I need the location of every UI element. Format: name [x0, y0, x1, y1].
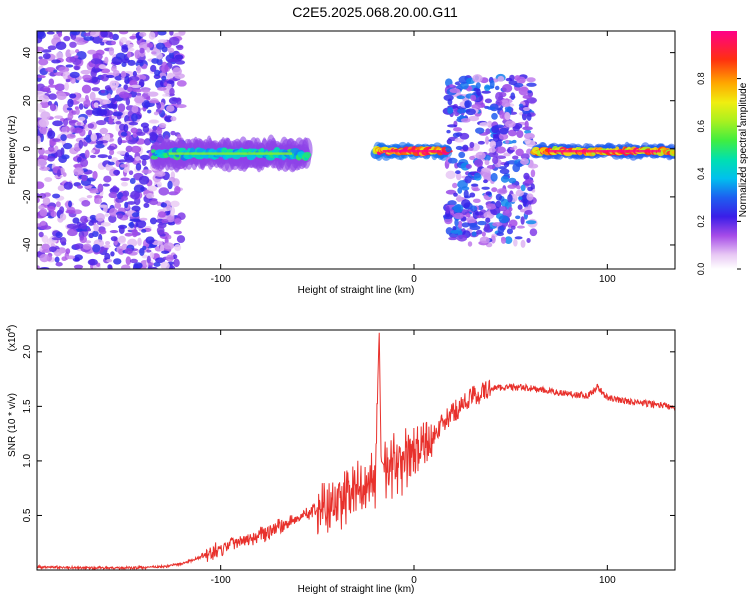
spectrogram-ytick-label-3: 20	[22, 95, 33, 107]
snr-panel: -100 0 100 0.5 1.0 1.5 2.0 Height of straight …	[6, 325, 676, 595]
spectrogram-ytick-label-2: 0	[22, 146, 33, 152]
spectrogram-xtick-label-2: 100	[599, 274, 616, 285]
snr-scale-label: (x104)	[6, 325, 18, 352]
svg-text:(x104): (x104)	[6, 325, 18, 352]
colorbar-tick-label-2: 0.4	[696, 168, 706, 181]
spectrogram-xlabel: Height of straight line (km)	[298, 285, 415, 296]
spectrogram-feature-2	[370, 141, 453, 161]
spectrogram-feature-4	[529, 141, 675, 161]
spectrogram-xtick-label-1: 0	[411, 274, 417, 285]
spectrogram-xtick-label-0: -100	[211, 274, 231, 285]
snr-ytick-label-2: 1.5	[22, 399, 33, 413]
colorbar-gradient	[711, 31, 737, 269]
colorbar-tick-label-0: 0.0	[696, 263, 706, 276]
spectrogram-feature-0	[37, 31, 187, 269]
snr-ytick-label-1: 1.0	[22, 454, 33, 468]
chart-title: C2E5.2025.068.20.00.G11	[292, 4, 458, 20]
snr-xtick-label-0: -100	[211, 575, 231, 586]
colorbar-tick-label-3: 0.6	[696, 120, 706, 133]
snr-xtick-label-1: 0	[411, 575, 417, 586]
colorbar-ticks: 0.0 0.2 0.4 0.6 0.8	[696, 72, 741, 275]
spectrogram-ytick-label-1: -20	[22, 189, 33, 204]
colorbar-tick-label-4: 0.8	[696, 72, 706, 85]
snr-xlabel: Height of straight line (km)	[298, 584, 415, 595]
snr-scale-text: (x10	[7, 331, 18, 351]
colorbar-tick-label-1: 0.2	[696, 215, 706, 228]
spectrogram-ylabel: Frequency (Hz)	[7, 116, 18, 185]
snr-scale-exponent: 4	[6, 328, 13, 332]
snr-ytick-label-3: 2.0	[22, 344, 33, 358]
spectrogram-ticks: -100 0 100 -40 -20 0 20 40	[22, 31, 675, 285]
snr-ytick-label-0: 0.5	[22, 508, 33, 522]
spectrogram-panel: -100 0 100 -40 -20 0 20 40 Height of straight l…	[7, 30, 676, 296]
colorbar-label: Normalized spectral amplitude	[738, 82, 749, 217]
snr-ylabel: SNR (10 * v/v)	[7, 393, 18, 457]
spectrogram-feature-3	[442, 73, 539, 248]
spectrogram-frame	[36, 30, 676, 270]
spectrogram-ytick-label-4: 40	[22, 47, 33, 59]
spectrogram-ytick-label-0: -40	[22, 237, 33, 252]
colorbar: 0.0 0.2 0.4 0.6 0.8 Normalized spectral ampl…	[696, 31, 749, 275]
snr-xtick-label-2: 100	[599, 575, 616, 586]
snr-series-line	[37, 332, 675, 570]
spectrogram-feature-1	[149, 134, 313, 173]
snr-ticks: -100 0 100 0.5 1.0 1.5 2.0	[22, 330, 675, 586]
snr-frame	[36, 329, 676, 571]
spectrogram-image	[37, 31, 675, 269]
